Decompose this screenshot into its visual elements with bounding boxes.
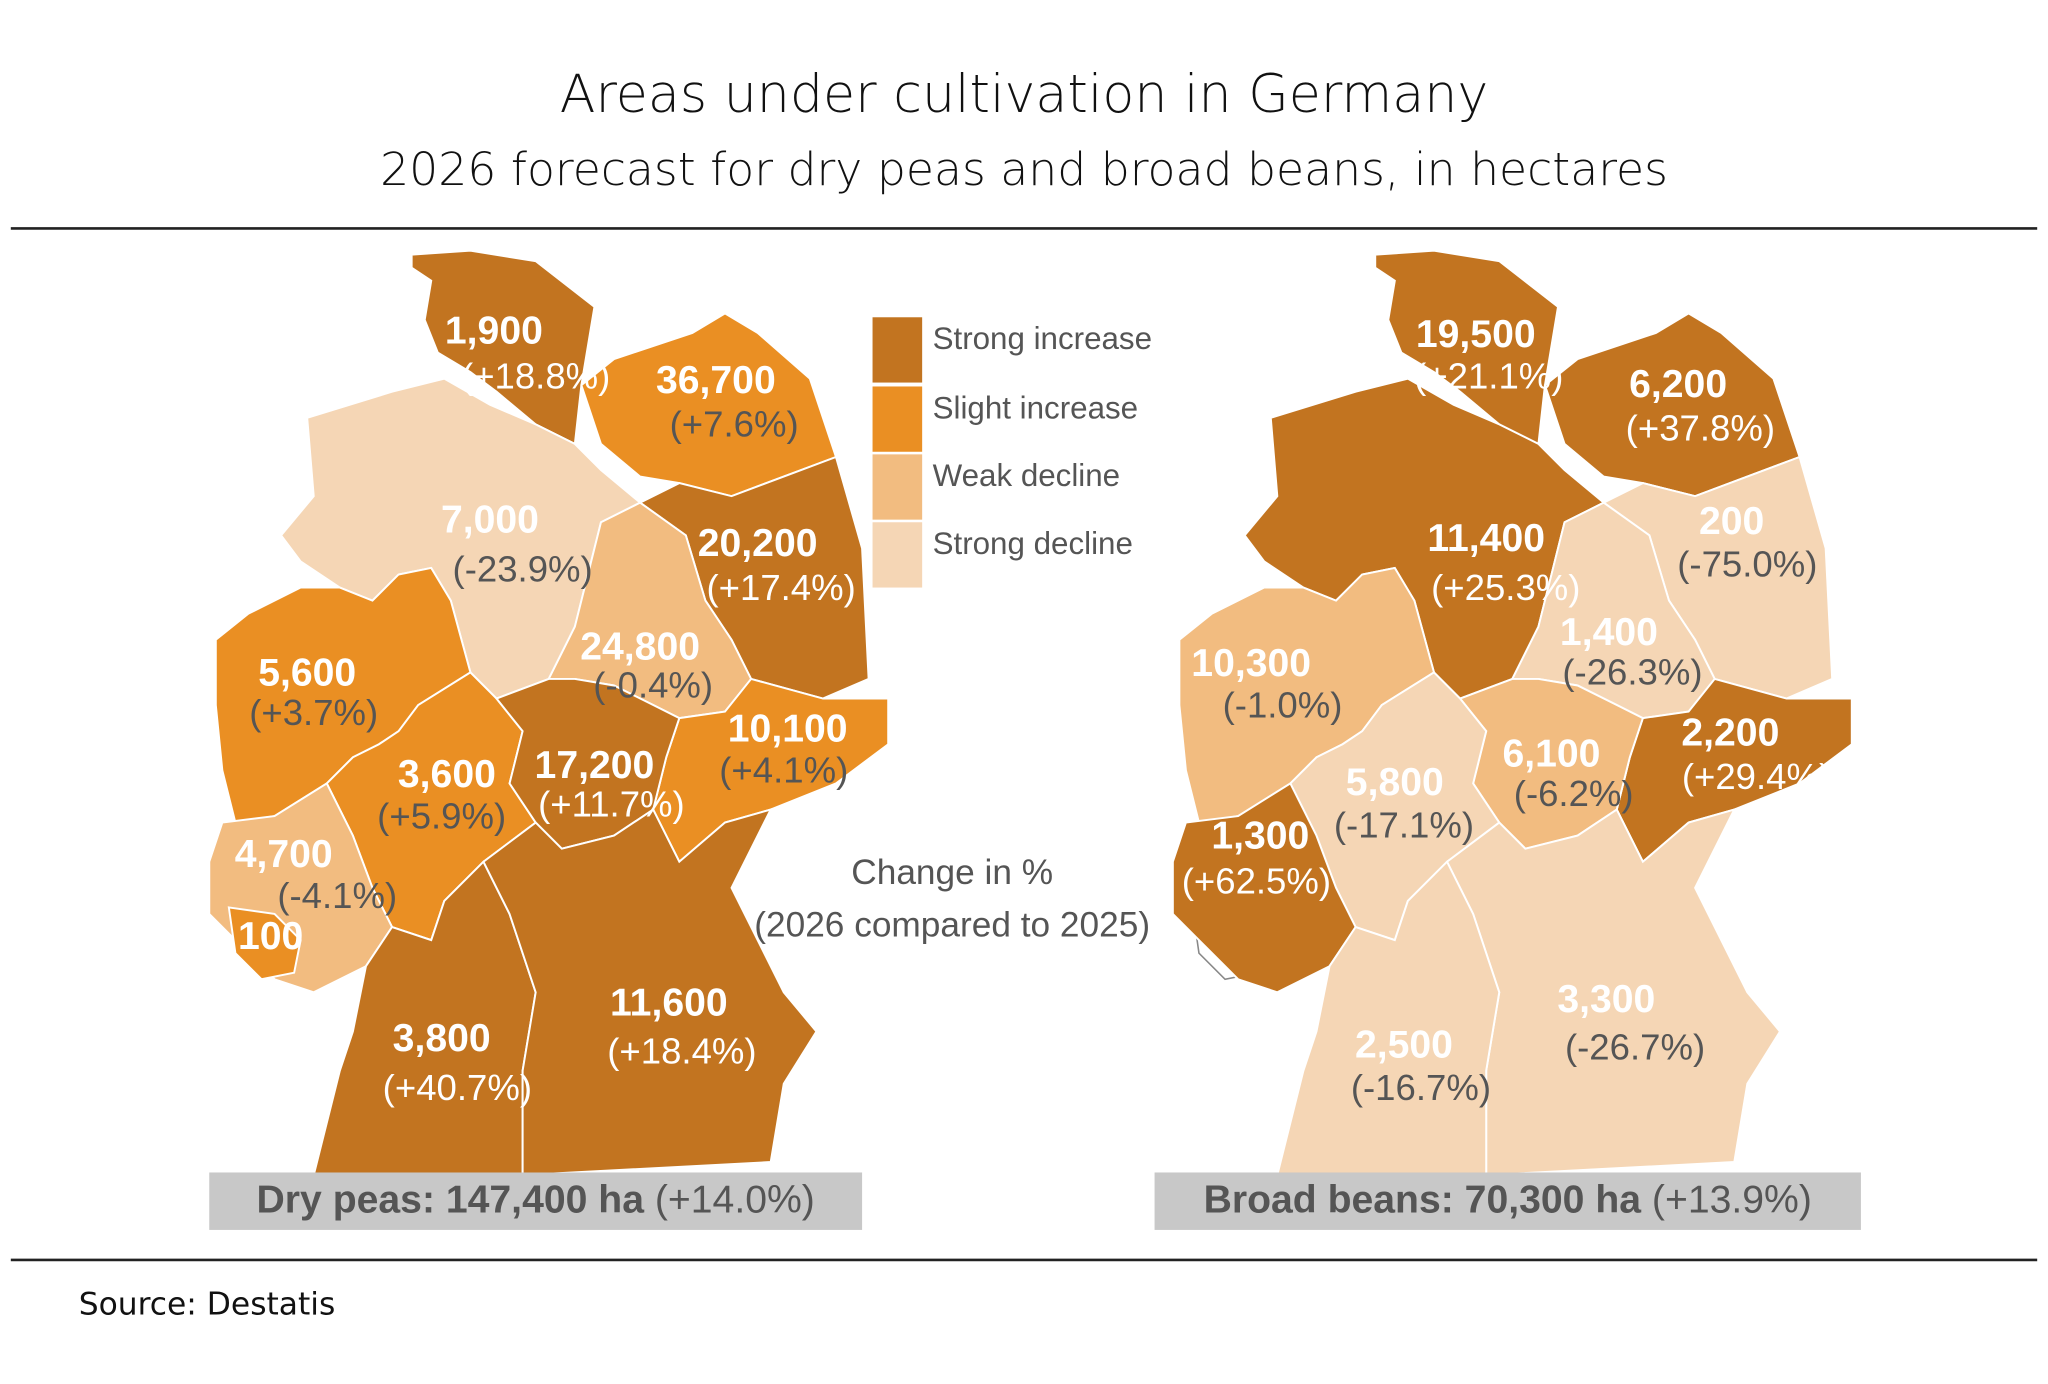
legend-label: Strong increase [933, 321, 1152, 356]
region-change: (+25.3%) [1431, 567, 1580, 608]
total: Dry peas: 147,400 ha (+14.0%) [257, 1179, 815, 1222]
region-value: 20,200 [698, 522, 818, 565]
region-value: 3,800 [393, 1017, 491, 1060]
region-value: 3,600 [398, 753, 496, 796]
region-value: 10,100 [728, 708, 848, 751]
total: Broad beans: 70,300 ha (+13.9%) [1204, 1179, 1812, 1222]
region-change: (+40.7%) [383, 1067, 532, 1108]
region-value: 2,200 [1681, 711, 1779, 754]
legend-swatch [872, 317, 923, 383]
region-change: (+21.1%) [1414, 355, 1563, 396]
region-value: 7,000 [441, 499, 539, 542]
region-value: 2,500 [1355, 1023, 1453, 1066]
region-change: (+29.4%) [1682, 756, 1831, 797]
region-value: 36,700 [656, 359, 776, 402]
region-value: 1,300 [1211, 815, 1309, 858]
region [494, 677, 681, 850]
map: 19,500(+21.1%) 6,200(+37.8%) 11,400 (+25.3%… [1154, 249, 1861, 1230]
region-change: (+17.4%) [706, 567, 855, 608]
total-box [1154, 1172, 1861, 1230]
region [1374, 249, 1560, 446]
region-change: (+7.6%) [670, 404, 799, 445]
region-change: (-26.7%) [1565, 1026, 1705, 1067]
region-change: (-4.1%) [277, 875, 397, 916]
region-value: 11,400 [1427, 517, 1545, 560]
region-value: 4,700 [235, 833, 333, 876]
region-change: (-6.2%) [1514, 773, 1634, 814]
region-change: (-16.7%) [1351, 1067, 1491, 1108]
region-value: 6,100 [1502, 732, 1600, 775]
region-change: (-75.0%) [1677, 543, 1817, 584]
region-value: 17,200 [535, 744, 655, 787]
region-change: (+18.8%) [461, 355, 610, 396]
total-label: Broad beans: 70,300 ha [1204, 1179, 1643, 1222]
legend-label: Slight increase [933, 390, 1138, 425]
legend-label: Weak decline [933, 458, 1121, 493]
region-change: (+37.8%) [1626, 408, 1775, 449]
region-change: (+18.4%) [607, 1030, 756, 1071]
legend-swatch [872, 454, 923, 520]
region-value: 5,600 [258, 651, 356, 694]
region-change: (+4.1%) [719, 750, 848, 791]
region-value: 5,800 [1346, 761, 1444, 804]
total-label: Dry peas: 147,400 ha [257, 1179, 646, 1222]
region-value: 3,300 [1557, 978, 1655, 1021]
region-value: 1,900 [445, 309, 543, 352]
region [1276, 860, 1501, 1177]
region-value: 200 [1699, 500, 1764, 543]
region-change: (+5.9%) [377, 795, 506, 836]
note: Change in % [851, 853, 1053, 892]
map: 1,900(+18.8%) 36,700(+7.6%) 7,000 (-23.9%) 2… [208, 249, 890, 1230]
region-value: 1,400 [1560, 611, 1658, 654]
subtitle: 2026 forecast for dry peas and broad bea… [380, 143, 1668, 196]
region-change: (+62.5%) [1182, 861, 1331, 902]
legend-label: Strong decline [933, 526, 1133, 561]
region-value: 100 [238, 915, 303, 958]
legend-swatch [872, 522, 923, 588]
source: Source: Destatis [79, 1287, 336, 1323]
region-value: 10,300 [1191, 642, 1311, 685]
region-change: (-17.1%) [1334, 804, 1474, 845]
note: (2026 compared to 2025) [754, 905, 1150, 944]
region-change: (+3.7%) [249, 692, 378, 733]
region-change: (-26.3%) [1562, 652, 1702, 693]
legend-swatch [872, 386, 923, 452]
region [482, 807, 818, 1177]
region-value: 6,200 [1629, 363, 1727, 406]
region [410, 249, 596, 446]
region [227, 906, 302, 981]
total-change: (+14.0%) [655, 1179, 815, 1222]
total-box [209, 1172, 863, 1230]
maps: 1,900(+18.8%) 36,700(+7.6%) 7,000 (-23.9%) 2… [208, 249, 1861, 1230]
region-change: (+11.7%) [538, 784, 685, 825]
region-change: (-0.4%) [593, 665, 713, 706]
region-value: 24,800 [580, 625, 700, 668]
title: Areas under cultivation in Germany [560, 65, 1489, 125]
region-value: 11,600 [610, 982, 728, 1025]
region-change: (-23.9%) [453, 549, 593, 590]
region-change: (-1.0%) [1223, 684, 1343, 725]
total-change: (+13.9%) [1652, 1179, 1812, 1222]
region-value: 19,500 [1416, 313, 1536, 356]
